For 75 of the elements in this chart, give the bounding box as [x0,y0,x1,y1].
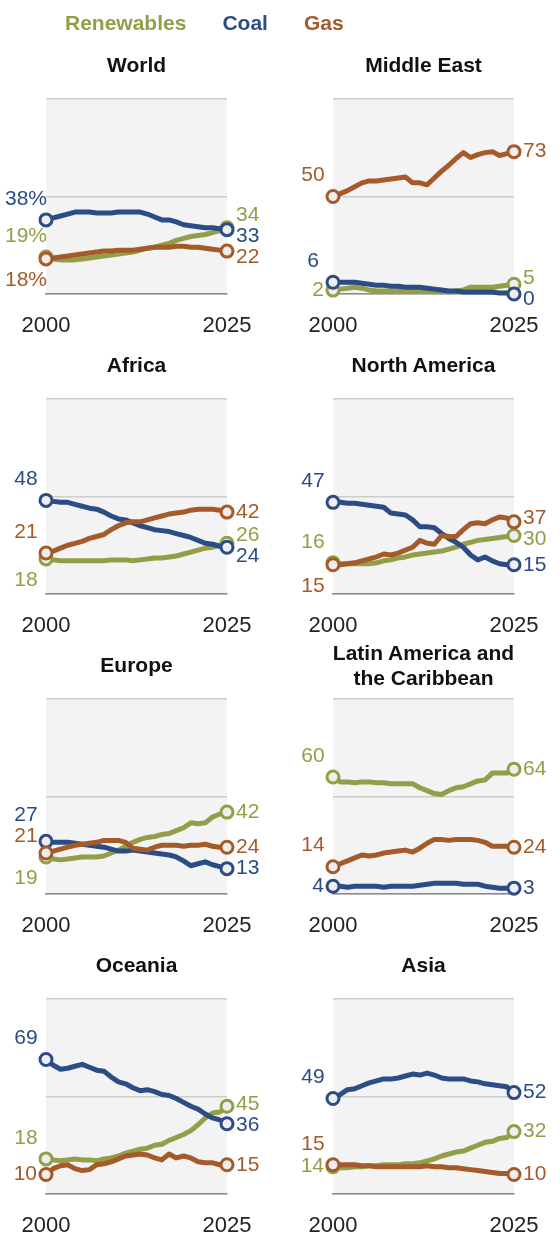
data-label: 0 [523,286,535,310]
data-label: 10 [523,1161,547,1185]
x-tick-label: 2025 [489,612,539,638]
x-tick-label: 2025 [489,1212,539,1238]
x-tick-label: 2000 [21,1212,71,1238]
data-label: 50 [301,162,325,186]
data-label: 15 [236,1151,260,1175]
data-label: 42 [236,498,260,522]
data-label: 18 [14,1124,38,1148]
data-label: 45 [236,1091,260,1115]
text: Gas [303,11,344,35]
data-label: 19 [14,864,38,888]
data-label: 47 [301,468,325,492]
chart-title: Oceania [94,952,179,979]
x-tick-label: 2000 [308,312,358,338]
data-label: 34 [236,201,260,225]
x-tick-label: 2000 [308,1212,358,1238]
data-label: 16 [301,528,325,552]
data-label: 24 [523,834,547,857]
chart-title: Asia [400,952,447,979]
x-tick-label: 2000 [21,612,71,638]
data-label: 32 [523,1118,547,1142]
x-tick-label: 2025 [202,612,252,638]
text: Renewables [65,11,187,35]
data-label: 19% [4,222,48,246]
x-tick-label: 2025 [202,312,252,338]
data-label: 21 [14,823,38,847]
data-label: 18 [14,566,38,590]
chart-title: Europe [99,652,174,679]
data-label: 15 [301,1130,325,1154]
chart-title: Middle East [364,52,483,79]
data-label: 24 [236,834,260,857]
data-label: 60 [301,742,325,766]
data-label: 5 [523,265,535,289]
data-label: 37 [523,504,547,528]
x-tick-label: 2025 [202,1212,252,1238]
data-label: 15 [301,572,325,596]
data-label: 24 [236,542,260,566]
text: Coal [222,11,268,35]
data-label: 33 [236,222,260,246]
x-tick-label: 2025 [202,912,252,938]
data-label: 52 [523,1079,547,1103]
data-label: 42 [236,798,260,822]
data-label: 30 [523,525,547,549]
data-label: 21 [14,518,38,542]
data-label: 15 [523,551,547,575]
data-label: 38% [4,185,48,209]
chart-title: Latin America and the Caribbean [331,640,516,690]
data-label: 10 [13,1161,37,1185]
x-tick-label: 2000 [308,912,358,938]
data-label: 18% [4,266,48,290]
data-label: 69 [14,1025,38,1049]
data-label: 26 [236,521,260,545]
data-label: 13 [236,855,260,879]
x-tick-label: 2025 [489,312,539,338]
data-label: 6 [307,248,319,272]
data-label: 14 [300,1153,325,1177]
data-label: 22 [236,243,260,267]
data-label: 2 [312,276,324,300]
x-tick-label: 2025 [489,912,539,938]
data-label: 3 [523,874,535,898]
chart-title: North America [350,352,497,379]
data-label: 49 [301,1064,325,1088]
data-label: 48 [14,466,38,490]
x-tick-label: 2000 [308,612,358,638]
chart-title: World [105,52,168,79]
x-tick-label: 2000 [21,312,71,338]
data-label: 73 [523,138,547,162]
data-label: 4 [312,873,325,896]
chart-title: Africa [105,352,168,379]
data-label: 64 [523,756,547,779]
data-label: 36 [236,1112,260,1136]
data-label: 14 [301,832,325,856]
data-label: 27 [14,802,38,826]
x-tick-label: 2000 [21,912,71,938]
